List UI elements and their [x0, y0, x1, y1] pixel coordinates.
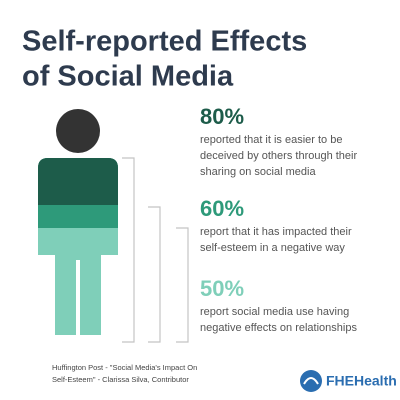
logo-text: FHEHealth: [326, 373, 397, 389]
stat-description: deceived by others through their: [200, 150, 357, 162]
head: [56, 109, 100, 153]
stat-figure: 80%: [200, 104, 244, 129]
stat-figure: 50%: [200, 276, 244, 301]
source: Huffington Post - "Social Media's Impact…: [52, 363, 197, 372]
stat-description: self-esteem in a negative way: [200, 242, 345, 254]
stat-description: reported that it is easier to be: [200, 134, 342, 146]
title: Self-reported Effects: [22, 26, 307, 58]
bracket: [148, 206, 161, 343]
bracket: [122, 157, 135, 343]
logo-icon: [300, 370, 322, 392]
body-dark: [38, 158, 118, 205]
source: Self-Esteem" - Clarissa Silva, Contribut…: [52, 375, 189, 384]
logo-wave: [303, 377, 319, 385]
bracket: [176, 227, 189, 343]
logo: FHEHealth: [300, 370, 397, 392]
stat-description: report that it has impacted their: [200, 226, 352, 238]
person-figure: [38, 109, 118, 335]
stat-description: report social media use having: [200, 306, 349, 318]
title: of Social Media: [22, 61, 234, 93]
stat-figure: 60%: [200, 196, 244, 221]
stat-description: negative effects on relationships: [200, 322, 357, 334]
stat-description: sharing on social media: [200, 166, 316, 178]
